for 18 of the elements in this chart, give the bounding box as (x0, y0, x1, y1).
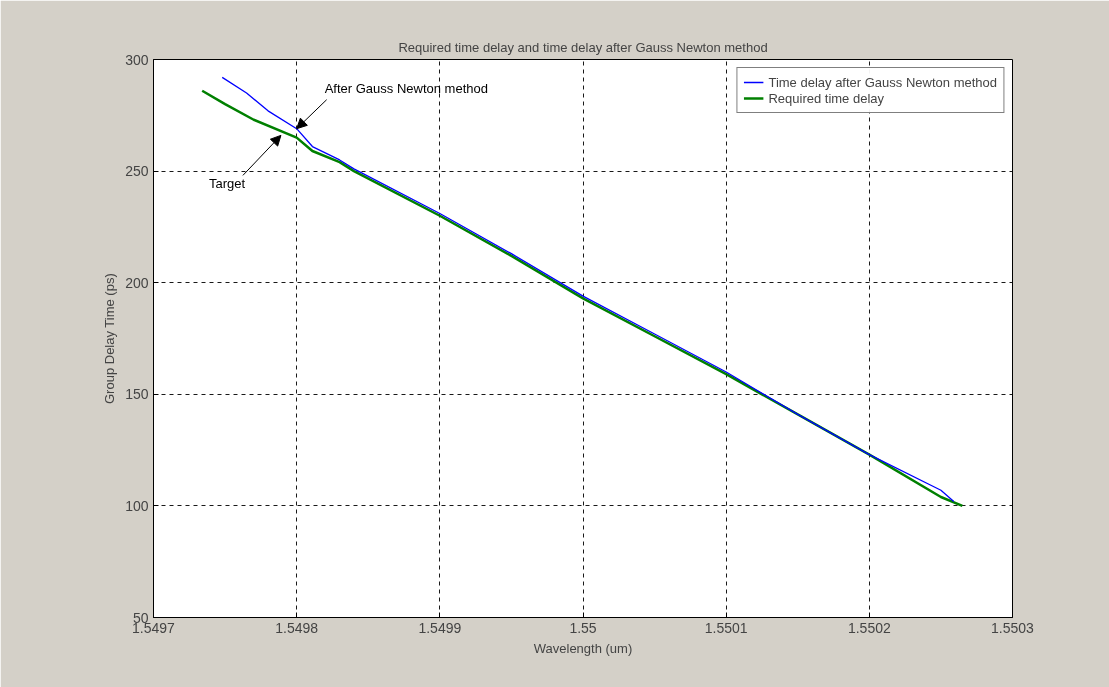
legend-label: Required time delay (768, 90, 885, 106)
x-tick-label: 1.5503 (991, 619, 1035, 636)
annotation: After Gauss Newton method (324, 81, 488, 97)
x-tick-label: 1.5502 (847, 619, 891, 636)
annotation: Target (208, 175, 246, 191)
y-tick-label: 250 (125, 163, 149, 180)
y-tick-label: 150 (125, 386, 149, 403)
y-axis-title: Group Delay Time (ps) (102, 273, 118, 404)
chart-title: Required time delay and time delay after Gauss Newton method (398, 39, 768, 55)
legend-label: Time delay after Gauss Newton method (768, 74, 997, 90)
y-tick-label: 200 (125, 274, 149, 291)
x-tick-label: 1.5499 (418, 619, 462, 636)
y-tick-label: 300 (125, 51, 149, 68)
x-axis-title: Wavelength (um) (533, 640, 633, 656)
x-tick-label: 1.5501 (704, 619, 748, 636)
y-tick-label: 100 (125, 497, 149, 514)
x-tick-label: 1.5498 (275, 619, 319, 636)
x-tick-label: 1.55 (569, 619, 597, 636)
